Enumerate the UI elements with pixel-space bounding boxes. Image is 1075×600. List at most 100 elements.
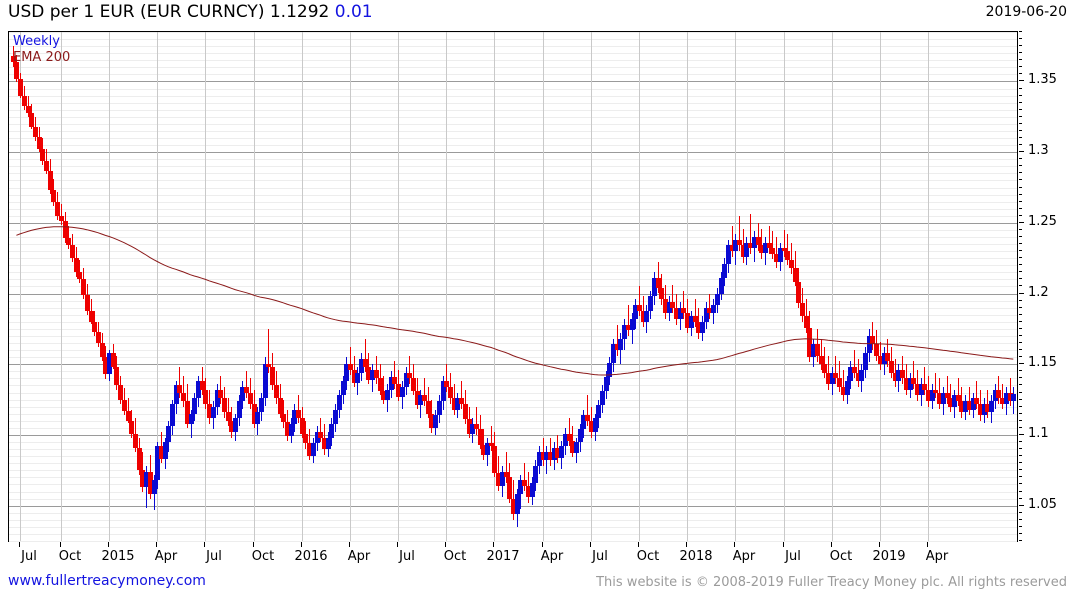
candle-body: [963, 401, 968, 412]
y-axis-tick: [1019, 278, 1022, 279]
x-axis-tick: [156, 542, 157, 547]
candle-body: [226, 412, 231, 421]
candle-wick: [383, 376, 384, 404]
gridline-minor: [9, 209, 1017, 210]
candle-body: [177, 385, 182, 393]
x-axis-tick: [397, 542, 398, 547]
x-axis-tick: [301, 542, 302, 547]
y-axis-tick: [1019, 222, 1024, 223]
y-axis-tick: [1019, 441, 1022, 442]
y-axis-label: 1.3: [1028, 143, 1049, 158]
gridline-major: [9, 152, 1017, 153]
gridline-minor: [9, 329, 1017, 330]
candle-body: [74, 258, 79, 272]
candle-body: [722, 264, 727, 278]
candle-body: [26, 106, 31, 113]
candle-body: [114, 367, 119, 385]
candle-body: [882, 353, 887, 364]
x-axis-tick: [493, 542, 494, 547]
y-axis-tick: [1019, 314, 1022, 315]
gridline-minor: [9, 421, 1017, 422]
y-axis-label: 1.2: [1028, 285, 1049, 300]
candle-body: [778, 248, 783, 262]
candle-body: [1008, 393, 1013, 401]
candle-body: [633, 305, 638, 319]
candle-body: [507, 477, 512, 499]
candle-body: [852, 367, 857, 373]
x-axis-tick: [60, 542, 61, 547]
gridline-vertical: [735, 32, 736, 541]
candle-body: [782, 248, 787, 251]
candle-body: [255, 412, 260, 424]
candle-body: [307, 443, 312, 456]
candle-body: [289, 424, 294, 436]
candle-body: [822, 364, 827, 373]
price-plot-area[interactable]: Weekly EMA 200: [8, 31, 1018, 542]
y-axis-tick: [1019, 392, 1022, 393]
y-axis-tick: [1019, 349, 1022, 350]
x-axis-label: 2018: [679, 549, 713, 564]
last-price: 1.1292: [269, 2, 330, 22]
gridline-minor: [9, 357, 1017, 358]
candle-body: [670, 302, 675, 308]
candle-wick: [68, 226, 69, 249]
x-axis-label: Jul: [399, 549, 415, 564]
chart-title: USD per 1 EUR (EUR CURNCY) 1.1292 0.01: [8, 2, 373, 22]
gridline-vertical: [61, 32, 62, 541]
candle-body: [341, 381, 346, 395]
gridline-major: [9, 223, 1017, 224]
gridline-minor: [9, 60, 1017, 61]
site-url[interactable]: www.fullertreacymoney.com: [8, 573, 206, 589]
y-axis-tick: [1019, 505, 1024, 506]
candle-wick: [350, 347, 351, 375]
candle-body: [893, 373, 898, 381]
candle-body: [192, 398, 197, 414]
candle-body: [589, 421, 594, 432]
candle-body: [352, 370, 357, 383]
gridline-minor: [9, 527, 1017, 528]
candle-body: [496, 473, 501, 486]
y-axis-tick: [1019, 243, 1022, 244]
candle-body: [140, 470, 145, 487]
candle-body: [159, 446, 164, 459]
candle-body: [489, 443, 494, 446]
y-axis-label: 1.05: [1028, 497, 1057, 512]
x-axis-label: 2016: [294, 549, 328, 564]
candle-wick: [750, 214, 751, 254]
gridline-minor: [9, 265, 1017, 266]
candle-body: [433, 415, 438, 428]
candle-body: [974, 398, 979, 404]
candle-body: [511, 499, 516, 514]
candle-body: [452, 398, 457, 410]
candle-body: [956, 395, 961, 401]
y-axis-tick: [1019, 526, 1022, 527]
gridline-minor: [9, 308, 1017, 309]
gridline-minor: [9, 131, 1017, 132]
candle-body: [470, 424, 475, 434]
y-axis-tick: [1019, 370, 1022, 371]
x-axis-tick: [349, 542, 350, 547]
y-axis-tick: [1019, 158, 1022, 159]
y-axis-tick: [1019, 66, 1022, 67]
gridline-minor: [9, 244, 1017, 245]
candle-body: [359, 359, 364, 373]
candle-body: [796, 282, 801, 303]
gridline-minor: [9, 74, 1017, 75]
gridline-minor: [9, 180, 1017, 181]
candle-body: [889, 361, 894, 373]
candle-wick: [628, 305, 629, 336]
gridline-minor: [9, 237, 1017, 238]
gridline-vertical: [109, 32, 110, 541]
candle-body: [926, 390, 931, 401]
candle-body: [370, 370, 375, 380]
candle-wick: [424, 378, 425, 406]
x-axis-label: Oct: [636, 549, 660, 564]
gridline-minor: [9, 258, 1017, 259]
gridline-minor: [9, 279, 1017, 280]
candle-body: [522, 480, 527, 486]
candle-body: [418, 395, 423, 405]
y-axis-tick: [1019, 512, 1022, 513]
gridline-minor: [9, 350, 1017, 351]
candle-wick: [61, 204, 62, 225]
candle-body: [685, 313, 690, 328]
